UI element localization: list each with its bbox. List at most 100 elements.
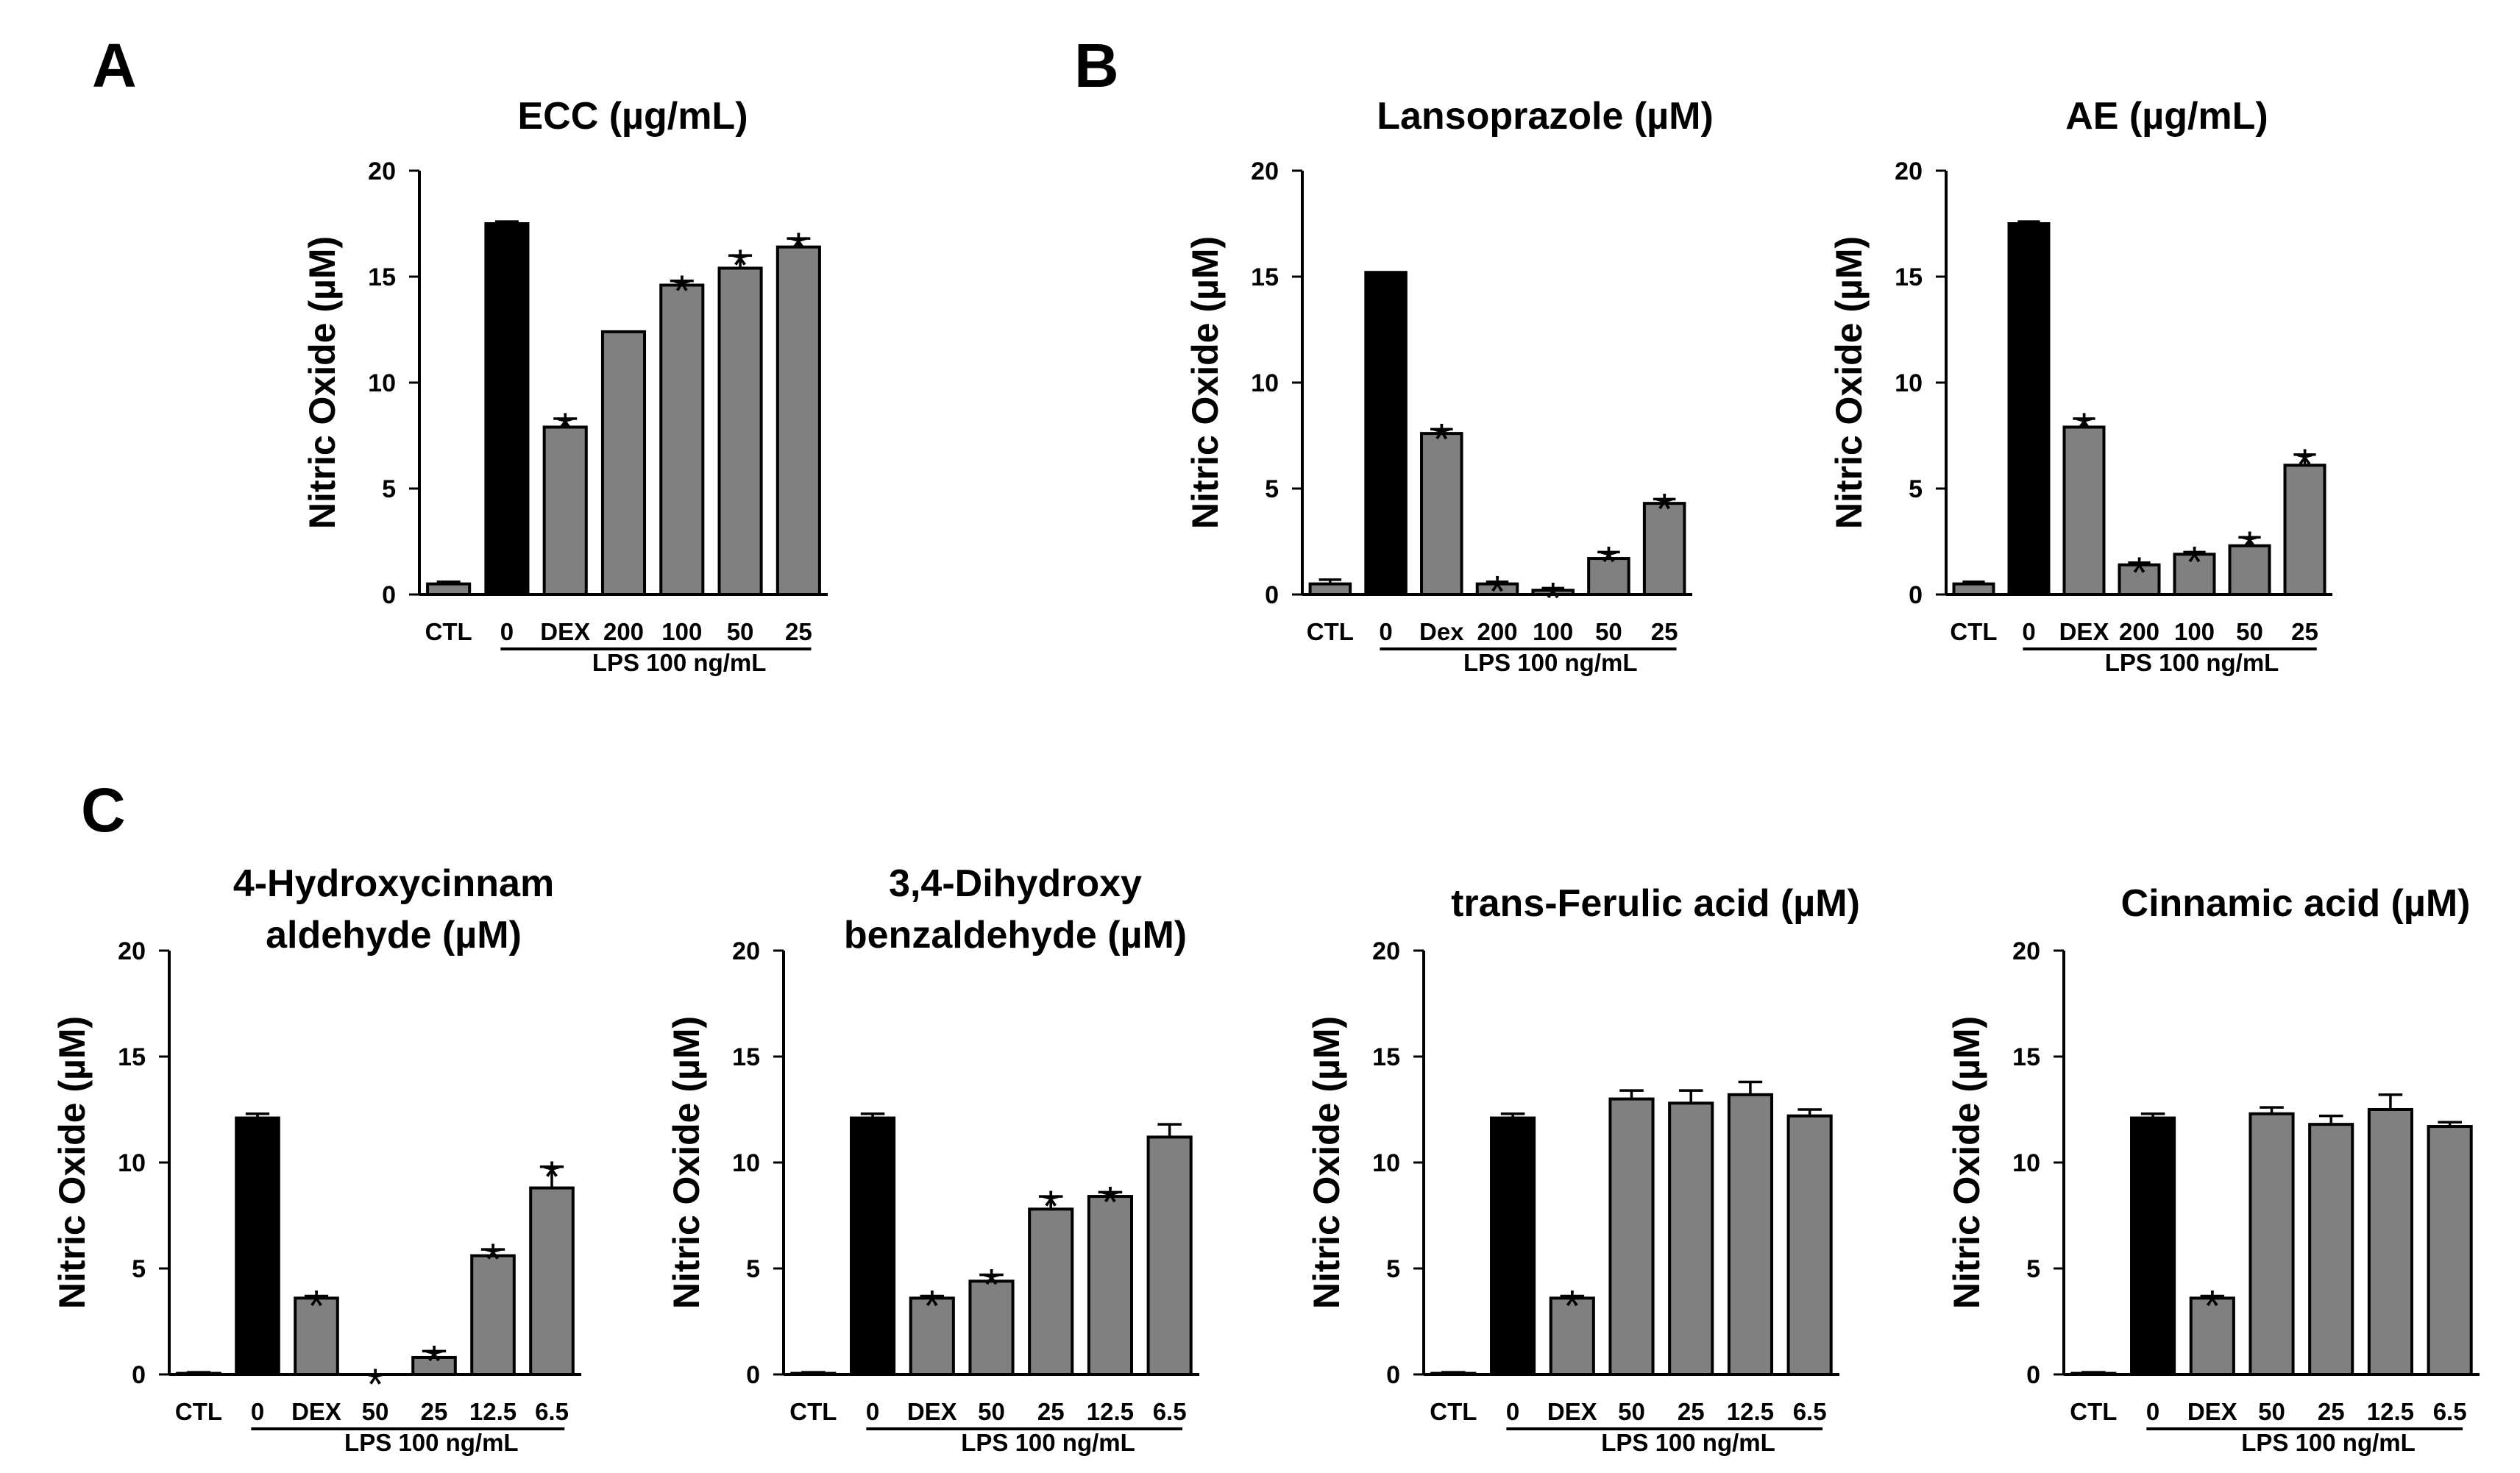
bar-6.5 [1786,1114,1833,1376]
y-tick-label: 10 [2012,1149,2040,1177]
x-tick-label: 200 [1477,618,1517,645]
bar-25 [2308,1123,2354,1377]
chart-hydroxycinnamaldehyde: 4-Hydroxycinnam aldehyde (µM) Nitric Oxide… [52,862,581,1456]
y-tick-label: 20 [118,937,146,965]
x-tick-label: 100 [661,618,702,645]
chart-title: AE (µg/mL) [2065,95,2268,138]
significance-marker: * [790,224,807,273]
x-tick-label: CTL [2070,1398,2117,1425]
chart-title: Cinnamic acid (µM) [2121,882,2471,925]
x-tick-label: 6.5 [2433,1398,2467,1425]
bar-50 [2249,1112,2295,1376]
x-tick-label: 100 [1533,618,1573,645]
significance-marker: * [1488,567,1505,617]
bar-25 [1028,1207,1074,1376]
y-tick-label: 15 [368,263,396,291]
bar-0 [484,222,530,596]
y-tick-label: 5 [1265,475,1279,503]
chart-lansoprazole: Lansoprazole (µM) Nitric Oxide (µM) 0 5 10 15… [1185,95,1714,676]
y-tick-label: 5 [1909,475,1923,503]
lps-group-label: LPS 100 ng/mL [2241,1429,2416,1456]
y-tick-label: 10 [368,369,396,397]
y-axis-label: Nitric Oxide (µM) [302,236,343,529]
x-tick-label: 0 [866,1398,879,1425]
bar-12.5 [470,1254,516,1376]
y-tick-label: 15 [732,1043,760,1071]
bar-50 [968,1279,1015,1377]
bar-DEX [542,425,588,596]
y-tick-label: 15 [1895,263,1923,291]
significance-marker: * [1655,484,1672,533]
chart-title: 4-Hydroxycinnam [233,862,554,905]
lps-group-label: LPS 100 ng/mL [1601,1429,1775,1456]
panel-letter-a: A [92,31,137,100]
significance-marker: * [425,1336,442,1385]
y-tick-label: 5 [382,475,396,503]
significance-marker: * [923,1281,940,1330]
significance-marker: * [1564,1281,1580,1330]
lps-group-label: LPS 100 ng/mL [2105,649,2279,676]
y-tick-label: 0 [1909,581,1923,609]
significance-marker: * [1043,1182,1060,1231]
bar-DEX [1549,1296,1595,1376]
chart-ae: AE (µg/mL) Nitric Oxide (µM) 0 5 10 15 20 CTL 0 *… [1828,95,2332,676]
x-tick-label: 25 [1651,618,1678,645]
bar-25 [1642,502,1686,596]
bar-0 [2130,1116,2176,1377]
lps-group-label: LPS 100 ng/mL [592,649,767,676]
x-tick-label: 25 [785,618,812,645]
x-tick-label: 25 [421,1398,448,1425]
x-tick-label: CTL [175,1398,222,1425]
chart-title: trans-Ferulic acid (µM) [1451,882,1860,925]
significance-marker: * [484,1235,501,1284]
y-tick-label: 0 [1265,581,1279,609]
y-tick-label: 0 [1386,1361,1400,1389]
y-axis-label: Nitric Oxide (µM) [52,1016,93,1309]
bar-DEX [909,1296,955,1376]
x-tick-label: DEX [1547,1398,1597,1425]
x-tick-label: DEX [540,618,590,645]
x-tick-label: 50 [2258,1398,2285,1425]
significance-marker: * [1433,414,1450,464]
bar-0 [2007,222,2051,596]
x-tick-label: 25 [1037,1398,1065,1425]
y-tick-label: 20 [732,937,760,965]
x-tick-label: 0 [251,1398,264,1425]
panel-letter-c: C [81,775,126,845]
y-axis-label: Nitric Oxide (µM) [1946,1016,1987,1309]
x-tick-label: DEX [2187,1398,2237,1425]
y-tick-label: 20 [1895,157,1923,185]
x-tick-label: CTL [1307,618,1354,645]
lps-group-label: LPS 100 ng/mL [1463,649,1638,676]
x-tick-label: 25 [2318,1398,2345,1425]
bar-12.5 [1087,1195,1133,1376]
significance-marker: * [1101,1177,1118,1227]
chart-title: Lansoprazole (µM) [1377,95,1714,138]
bar-0 [850,1116,896,1377]
bar-DEX [294,1296,339,1376]
bar-CTL [1308,582,1352,596]
x-tick-label: 6.5 [1793,1398,1827,1425]
y-tick-label: 20 [1372,937,1400,965]
significance-marker: * [731,241,748,290]
bar-6.5 [1146,1135,1193,1376]
y-tick-label: 15 [1251,263,1279,291]
x-tick-label: 50 [1618,1398,1645,1425]
x-tick-label: CTL [1950,618,1997,645]
bar-0 [1364,271,1408,596]
y-tick-label: 15 [2012,1043,2040,1071]
lps-group-label: LPS 100 ng/mL [344,1429,519,1456]
bar-100 [2173,553,2216,597]
y-axis-label: Nitric Oxide (µM) [666,1016,707,1309]
x-tick-label: 50 [978,1398,1005,1425]
bar-12.5 [2367,1108,2413,1376]
chart-title: aldehyde (µM) [266,914,522,956]
bar-50 [1608,1097,1655,1376]
x-tick-label: 100 [2174,618,2215,645]
bar-25 [1668,1101,1714,1376]
chart-ecc: ECC (µg/mL) Nitric Oxide (µM) 0 5 10 15 20 CTL 0… [302,95,828,676]
y-tick-label: 10 [1251,369,1279,397]
y-tick-label: 10 [118,1149,146,1177]
x-tick-label: 0 [500,618,514,645]
